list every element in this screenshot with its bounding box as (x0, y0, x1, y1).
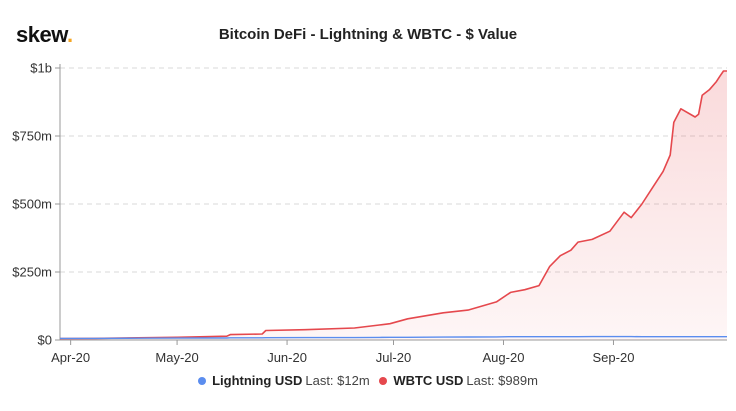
chart-title: Bitcoin DeFi - Lightning & WBTC - $ Valu… (218, 26, 518, 43)
legend-item-wbtc[interactable]: WBTC USD Last: $989m (379, 373, 538, 388)
y-tick-label: $250m (12, 265, 52, 280)
legend-name-lightning: Lightning USD (212, 373, 303, 388)
brand-logo-dot: . (67, 22, 73, 47)
legend-name-wbtc: WBTC USD (393, 373, 464, 388)
x-tick-label: Aug-20 (483, 350, 525, 365)
y-tick-label: $750m (12, 129, 52, 144)
legend-swatch-lightning (198, 376, 207, 385)
series-area-wbtc (60, 71, 727, 340)
x-tick-label: Jul-20 (376, 350, 411, 365)
brand-logo: skew. (16, 22, 73, 48)
x-tick-label: May-20 (155, 350, 198, 365)
y-tick-label: $0 (38, 333, 52, 348)
series-line-wbtc (59, 70, 727, 340)
legend-last-lightning: Last: $12m (305, 373, 370, 388)
legend: Lightning USD Last: $12m WBTC USD Last: $9… (0, 373, 736, 388)
legend-swatch-wbtc (379, 376, 388, 385)
x-tick-label: Apr-20 (51, 350, 90, 365)
y-tick-label: $500m (12, 197, 52, 212)
legend-item-lightning[interactable]: Lightning USD Last: $12m (198, 373, 370, 388)
x-tick-label: Jun-20 (267, 350, 307, 365)
brand-logo-text: skew (16, 22, 68, 47)
x-axis: Apr-20 May-20 Jun-20 Jul-20 Aug-20 Sep-20 (51, 340, 634, 365)
grid (60, 67, 727, 273)
plot-area (59, 70, 727, 340)
x-tick-label: Sep-20 (593, 350, 635, 365)
legend-last-wbtc: Last: $989m (466, 373, 538, 388)
y-tick-label: $1b (30, 61, 52, 76)
series-line-lightning (60, 335, 727, 340)
